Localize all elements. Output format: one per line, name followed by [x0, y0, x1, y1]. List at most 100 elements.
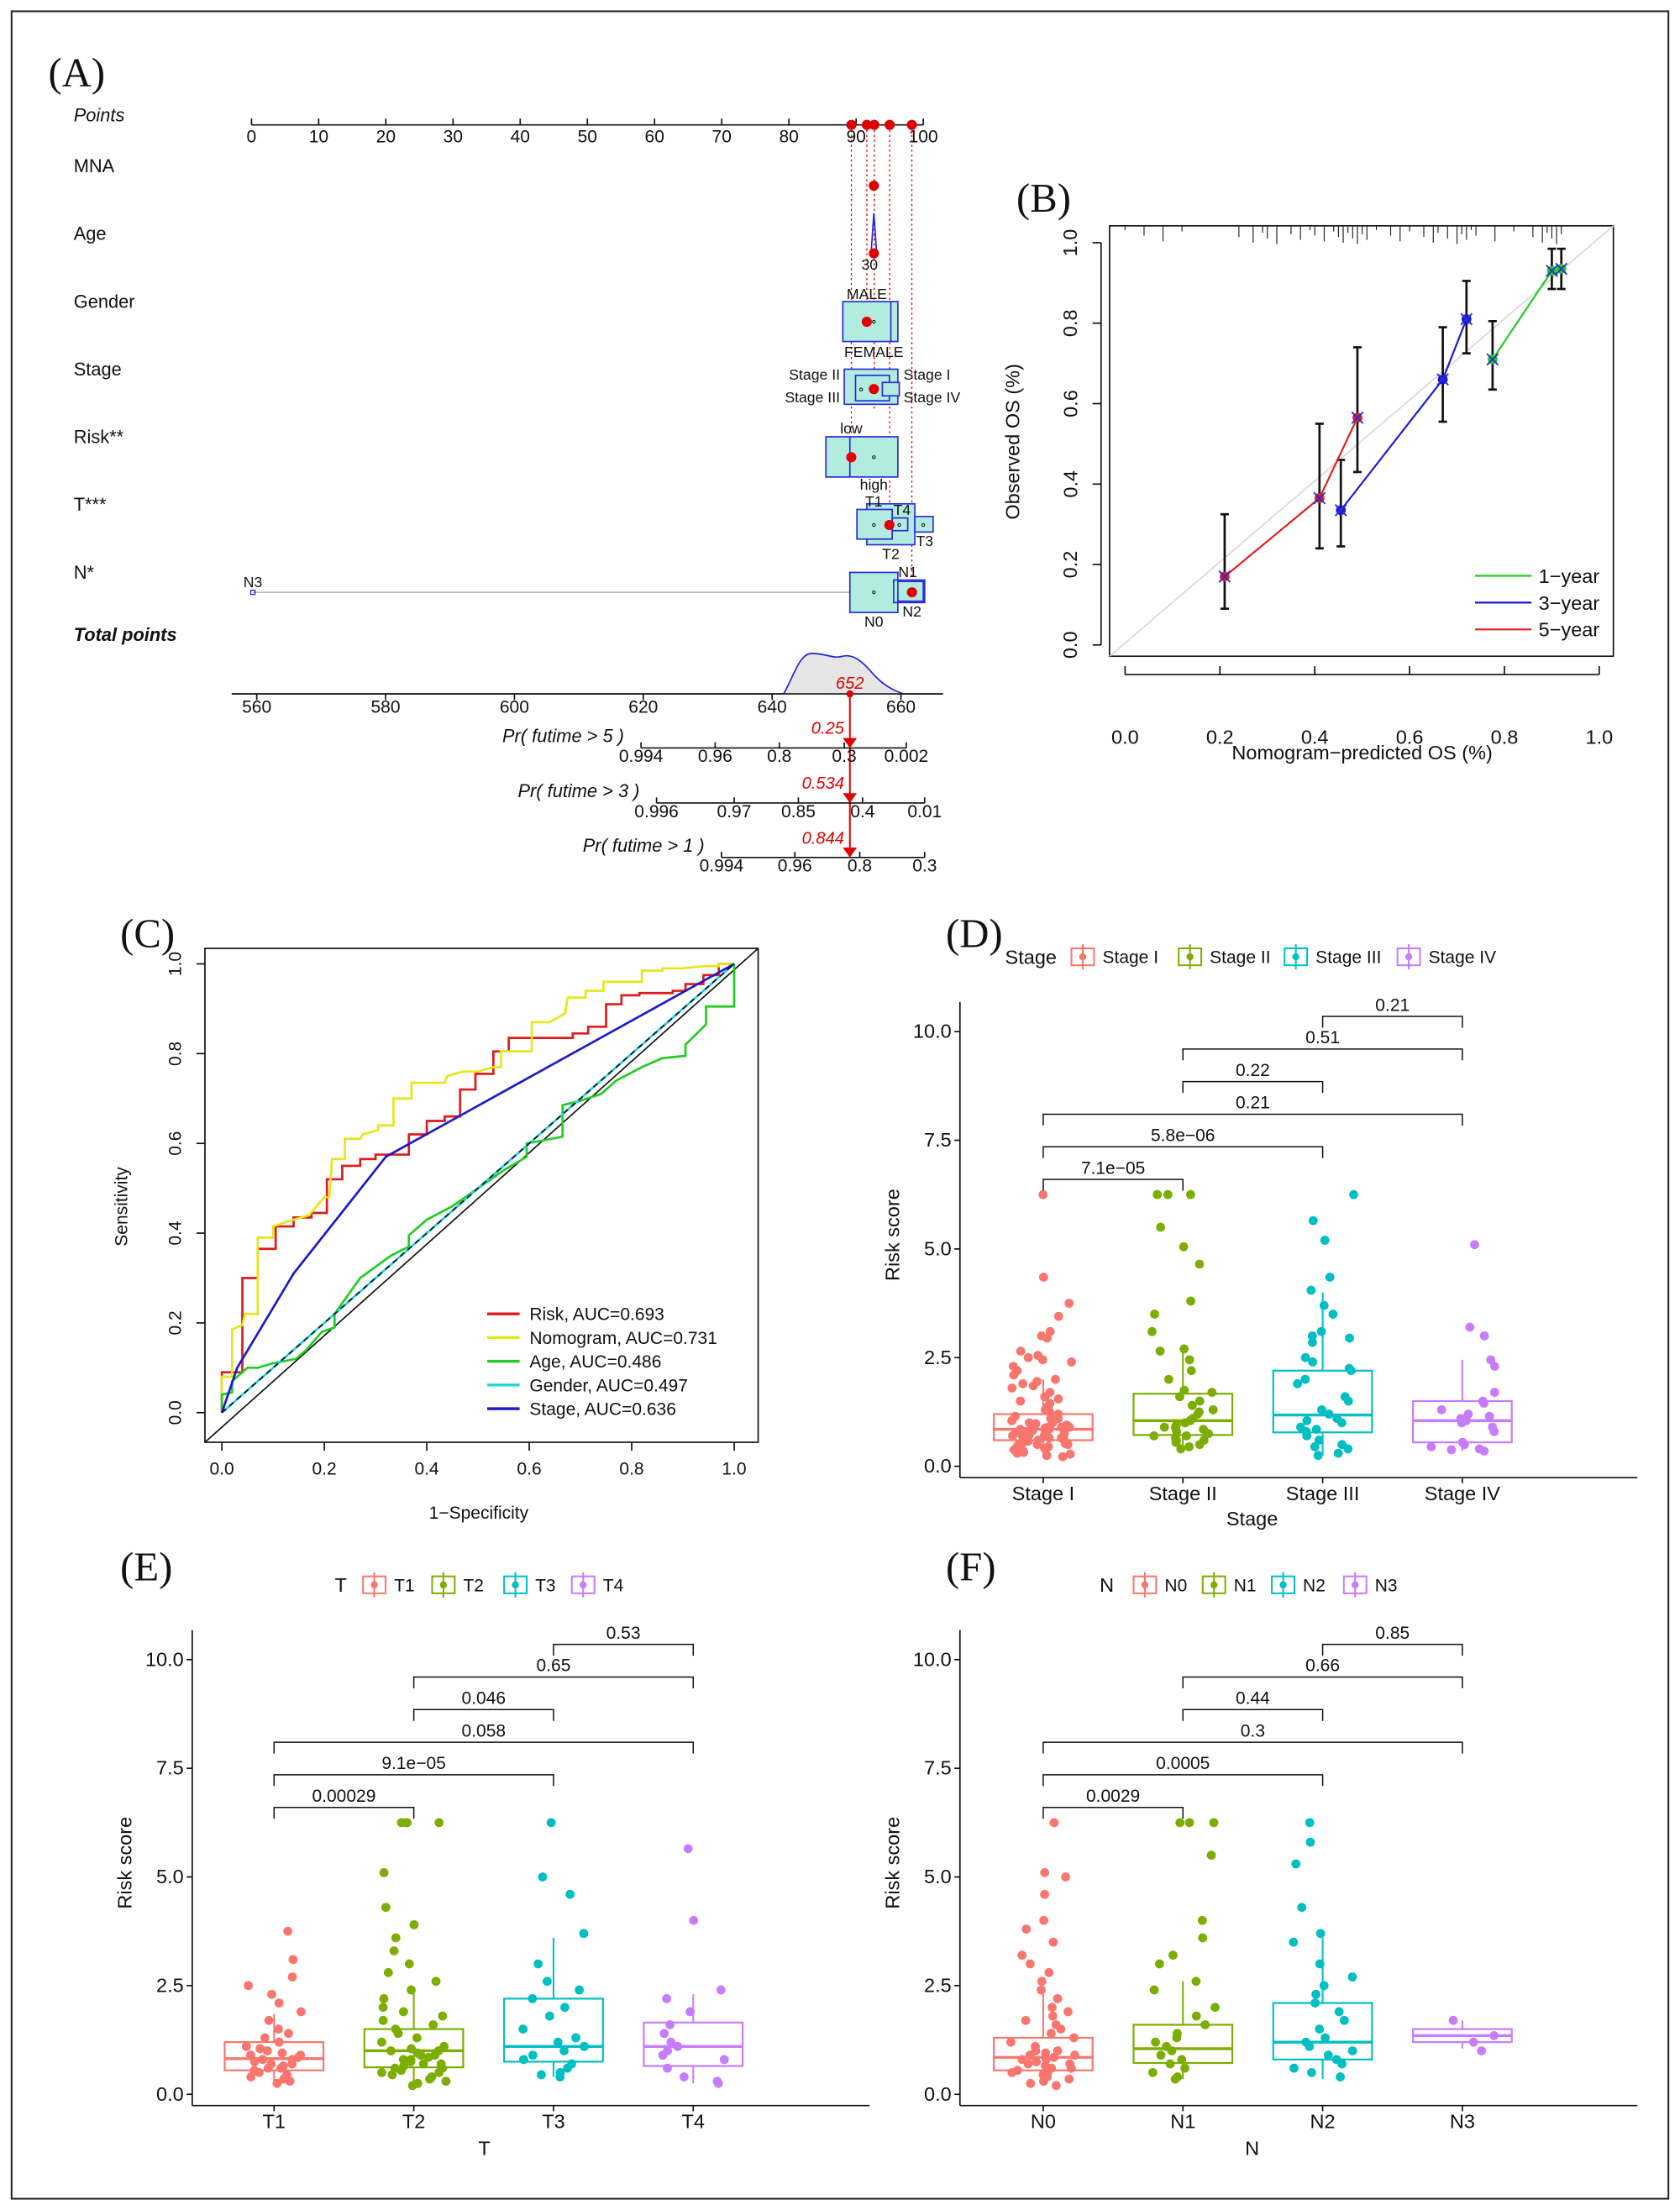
- data-point: [272, 2078, 282, 2088]
- data-point: [1007, 1415, 1016, 1425]
- x-tick-label: T4: [682, 2111, 705, 2133]
- y-tick-label: 0.2: [165, 1310, 185, 1335]
- x-tick-label: 0.0: [1111, 726, 1139, 748]
- data-point: [1149, 1985, 1159, 1995]
- data-point: [662, 1994, 671, 2003]
- data-point: [528, 1994, 538, 2003]
- data-point: [377, 2037, 386, 2047]
- data-point: [713, 2078, 723, 2088]
- data-point: [1470, 1240, 1479, 1250]
- legend-label: Risk, AUC=0.693: [529, 1305, 664, 1325]
- data-point: [663, 2063, 672, 2073]
- legend-label: Stage I: [1102, 948, 1158, 968]
- data-point: [1479, 1331, 1489, 1341]
- x-axis-title: 1−Specificity: [429, 1504, 529, 1523]
- data-point: [1175, 1392, 1184, 1402]
- data-point: [658, 2050, 668, 2060]
- p-value-label: 0.44: [1236, 1689, 1270, 1709]
- data-point: [1026, 1959, 1035, 1969]
- panel-label: (D): [946, 911, 1003, 956]
- comparison-bracket: [1182, 1676, 1463, 1688]
- x-tick-label: T2: [402, 2111, 425, 2133]
- points-tick-label: 30: [444, 128, 463, 147]
- data-point: [1175, 1818, 1185, 1828]
- data-point: [277, 2048, 287, 2058]
- risk-box: [825, 436, 899, 478]
- p-value-label: 7.1e−05: [1081, 1158, 1146, 1178]
- y-tick-label: 0.4: [165, 1220, 185, 1246]
- data-point: [1159, 1422, 1169, 1432]
- probability-tick-label: 0.97: [717, 802, 752, 822]
- level-center-dot: [872, 455, 876, 459]
- age-level-label: 30: [861, 256, 878, 273]
- data-point: [297, 2007, 306, 2017]
- comparison-bracket: [1042, 1741, 1463, 1754]
- calibration-cross-marker: [1486, 353, 1499, 366]
- y-tick-label: 0.4: [1059, 470, 1081, 498]
- y-tick-label: 10.0: [913, 1021, 952, 1042]
- calibration-cross-marker: [1555, 262, 1568, 276]
- data-point: [1186, 1296, 1195, 1306]
- data-point: [1016, 1396, 1026, 1406]
- data-point: [555, 2072, 565, 2081]
- data-point: [404, 1959, 414, 1969]
- data-point: [1208, 1404, 1218, 1415]
- stage-level-label: Stage II: [789, 366, 840, 383]
- data-point: [1064, 1422, 1074, 1432]
- data-point: [1319, 1981, 1329, 1991]
- data-point: [434, 1818, 444, 1828]
- legend-label: 1−year: [1539, 565, 1600, 587]
- data-point: [1048, 2011, 1058, 2021]
- legend-key-dot: [370, 1581, 378, 1588]
- y-tick-label: 0.0: [156, 2083, 184, 2105]
- data-point: [1177, 2055, 1187, 2065]
- data-point: [1343, 1444, 1353, 1454]
- data-point: [1021, 1924, 1032, 1934]
- n-level-label: N3: [244, 574, 263, 591]
- data-point: [1044, 1967, 1054, 1977]
- probability-tick-label: 0.96: [778, 857, 812, 876]
- patient-value-dot: [869, 181, 879, 192]
- t-level-label: T2: [882, 545, 900, 562]
- points-tick-label: 50: [578, 128, 597, 147]
- probability-tick-label: 0.996: [634, 802, 679, 822]
- y-axis-title: Risk score: [882, 1817, 904, 1909]
- data-point: [1477, 2046, 1487, 2055]
- y-tick-label: 7.5: [924, 1757, 952, 1779]
- y-tick-label: 5.0: [156, 1866, 184, 1887]
- data-point: [1046, 2029, 1056, 2039]
- y-tick-label: 10.0: [145, 1648, 184, 1670]
- panel-label: (E): [120, 1545, 172, 1590]
- roc-curve-1: [220, 963, 734, 1413]
- data-point: [1008, 1431, 1017, 1441]
- data-point: [1479, 1399, 1488, 1408]
- points-tick-label: 20: [376, 128, 396, 147]
- data-point: [1206, 1850, 1216, 1861]
- risk-level-label: high: [860, 476, 888, 493]
- legend-key-dot: [1404, 953, 1413, 961]
- data-point: [1040, 1889, 1049, 1899]
- legend-label: Stage, AUC=0.636: [529, 1400, 676, 1420]
- probability-arrow: [843, 738, 858, 748]
- legend-label: T2: [463, 1576, 484, 1595]
- data-point: [274, 2024, 283, 2034]
- x-tick-label: N0: [1031, 2111, 1056, 2133]
- legend-key-dot: [1210, 1581, 1218, 1588]
- data-point: [575, 1985, 585, 1995]
- data-point: [1165, 2059, 1175, 2069]
- data-point: [398, 2055, 408, 2065]
- data-point: [1198, 1933, 1208, 1943]
- data-point: [546, 1818, 556, 1828]
- y-tick-label: 0.2: [1059, 551, 1081, 579]
- data-point: [685, 2007, 695, 2017]
- data-point: [1005, 2037, 1016, 2047]
- comparison-bracket: [1042, 1178, 1184, 1191]
- data-point: [1163, 1189, 1173, 1199]
- data-point: [387, 2070, 397, 2080]
- points-tick-label: 60: [645, 128, 664, 147]
- selected-point-dot: [861, 119, 872, 130]
- data-point: [1179, 1241, 1189, 1252]
- data-point: [679, 2072, 689, 2081]
- data-point: [1028, 1381, 1038, 1391]
- probability-tick-label: 0.3: [912, 857, 937, 876]
